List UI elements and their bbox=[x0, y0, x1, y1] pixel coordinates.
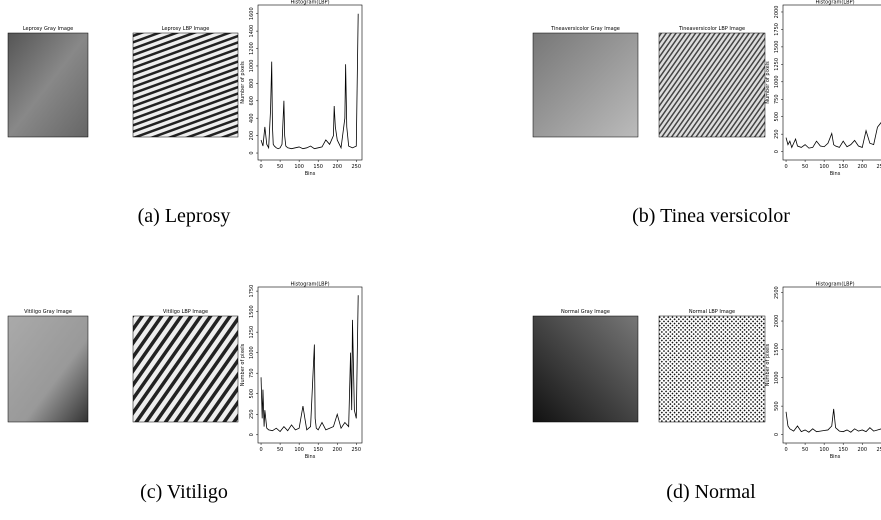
chart-title: Histogram(LBP) bbox=[815, 0, 854, 6]
y-tick-label: 600 bbox=[249, 96, 255, 106]
y-tick-label: 2000 bbox=[774, 6, 780, 19]
x-tick-label: 50 bbox=[802, 164, 808, 170]
y-tick-label: 750 bbox=[774, 94, 780, 104]
x-tick-label: 150 bbox=[838, 164, 848, 170]
y-tick-label: 750 bbox=[249, 368, 255, 378]
y-axis-label: Number of pixels bbox=[240, 343, 246, 386]
x-tick-label: 250 bbox=[877, 447, 881, 453]
y-tick-label: 1600 bbox=[249, 7, 255, 20]
lbp-image bbox=[132, 315, 239, 423]
gray-image bbox=[532, 32, 639, 138]
image-title: Vitiligo Gray Image bbox=[24, 309, 72, 315]
y-tick-label: 1000 bbox=[774, 371, 780, 384]
y-tick-label: 1500 bbox=[249, 305, 255, 318]
x-tick-label: 200 bbox=[857, 164, 867, 170]
x-tick-label: 100 bbox=[819, 164, 829, 170]
y-tick-label: 1750 bbox=[249, 285, 255, 298]
y-tick-label: 1500 bbox=[774, 41, 780, 54]
y-tick-label: 1000 bbox=[249, 346, 255, 359]
y-tick-label: 1000 bbox=[249, 60, 255, 73]
plot-frame bbox=[257, 286, 363, 444]
gray-image bbox=[532, 315, 639, 423]
histogram-line bbox=[260, 295, 359, 433]
x-tick-label: 250 bbox=[352, 447, 362, 453]
histogram-line bbox=[785, 122, 881, 149]
y-axis-label: Number of pixels bbox=[765, 61, 771, 104]
y-tick-label: 1250 bbox=[249, 326, 255, 339]
x-tick-label: 50 bbox=[277, 164, 283, 170]
plot-frame bbox=[782, 286, 881, 444]
x-tick-label: 250 bbox=[877, 164, 881, 170]
caption: (b) Tinea versicolor bbox=[632, 205, 790, 227]
x-tick-label: 0 bbox=[259, 447, 262, 453]
y-tick-label: 0 bbox=[774, 150, 780, 153]
caption: (c) Vitiligo bbox=[140, 481, 228, 503]
image-title: Normal LBP Image bbox=[689, 309, 735, 315]
y-tick-label: 400 bbox=[249, 113, 255, 123]
histogram-line bbox=[260, 13, 359, 150]
x-tick-label: 150 bbox=[838, 447, 848, 453]
x-tick-label: 200 bbox=[857, 447, 867, 453]
histogram-line bbox=[785, 408, 881, 433]
y-tick-label: 250 bbox=[249, 409, 255, 419]
x-tick-label: 0 bbox=[784, 447, 787, 453]
image-title: Vitiligo LBP Image bbox=[163, 309, 208, 315]
chart-title: Histogram(LBP) bbox=[290, 0, 329, 6]
chart-title: Histogram(LBP) bbox=[815, 282, 854, 288]
y-tick-label: 250 bbox=[774, 129, 780, 139]
y-tick-label: 500 bbox=[249, 389, 255, 399]
y-tick-label: 1750 bbox=[774, 23, 780, 36]
y-tick-label: 1250 bbox=[774, 58, 780, 71]
x-tick-label: 150 bbox=[313, 164, 323, 170]
x-tick-label: 150 bbox=[313, 447, 323, 453]
image-title: Normal Gray Image bbox=[561, 309, 610, 315]
image-title: Tineaversicolor Gray Image bbox=[550, 26, 620, 32]
caption: (d) Normal bbox=[666, 481, 756, 503]
y-tick-label: 1500 bbox=[774, 343, 780, 356]
chart-title: Histogram(LBP) bbox=[290, 282, 329, 288]
x-axis-label: Bins bbox=[830, 454, 841, 460]
lbp-image bbox=[658, 32, 766, 138]
gray-image bbox=[7, 315, 89, 423]
y-tick-label: 0 bbox=[249, 151, 255, 154]
gray-image bbox=[7, 32, 89, 138]
x-tick-label: 100 bbox=[294, 447, 304, 453]
x-tick-label: 0 bbox=[259, 164, 262, 170]
y-axis-label: Number of pixels bbox=[240, 61, 246, 104]
image-title: Tineaversicolor LBP Image bbox=[678, 26, 745, 32]
y-tick-label: 1000 bbox=[774, 75, 780, 88]
lbp-image bbox=[132, 32, 239, 138]
caption: (a) Leprosy bbox=[138, 205, 231, 227]
image-title: Leprosy Gray Image bbox=[23, 26, 73, 32]
x-tick-label: 100 bbox=[294, 164, 304, 170]
image-title: Leprosy LBP Image bbox=[162, 26, 210, 32]
x-tick-label: 50 bbox=[277, 447, 283, 453]
y-tick-label: 200 bbox=[249, 131, 255, 141]
x-tick-label: 250 bbox=[352, 164, 362, 170]
lbp-image bbox=[658, 315, 766, 423]
y-tick-label: 1200 bbox=[249, 42, 255, 55]
y-tick-label: 0 bbox=[774, 433, 780, 436]
y-tick-label: 0 bbox=[249, 433, 255, 436]
x-tick-label: 100 bbox=[819, 447, 829, 453]
x-axis-label: Bins bbox=[305, 454, 316, 460]
x-axis-label: Bins bbox=[830, 171, 841, 177]
y-tick-label: 1400 bbox=[249, 25, 255, 38]
x-tick-label: 200 bbox=[332, 164, 342, 170]
y-tick-label: 2500 bbox=[774, 286, 780, 299]
y-tick-label: 500 bbox=[774, 112, 780, 122]
plot-frame bbox=[257, 4, 363, 161]
x-tick-label: 50 bbox=[802, 447, 808, 453]
y-tick-label: 2000 bbox=[774, 315, 780, 328]
x-tick-label: 0 bbox=[784, 164, 787, 170]
x-axis-label: Bins bbox=[305, 171, 316, 177]
x-tick-label: 200 bbox=[332, 447, 342, 453]
plot-frame bbox=[782, 4, 881, 161]
y-tick-label: 500 bbox=[774, 401, 780, 411]
y-axis-label: Number of pixels bbox=[765, 343, 771, 386]
y-tick-label: 800 bbox=[249, 79, 255, 89]
